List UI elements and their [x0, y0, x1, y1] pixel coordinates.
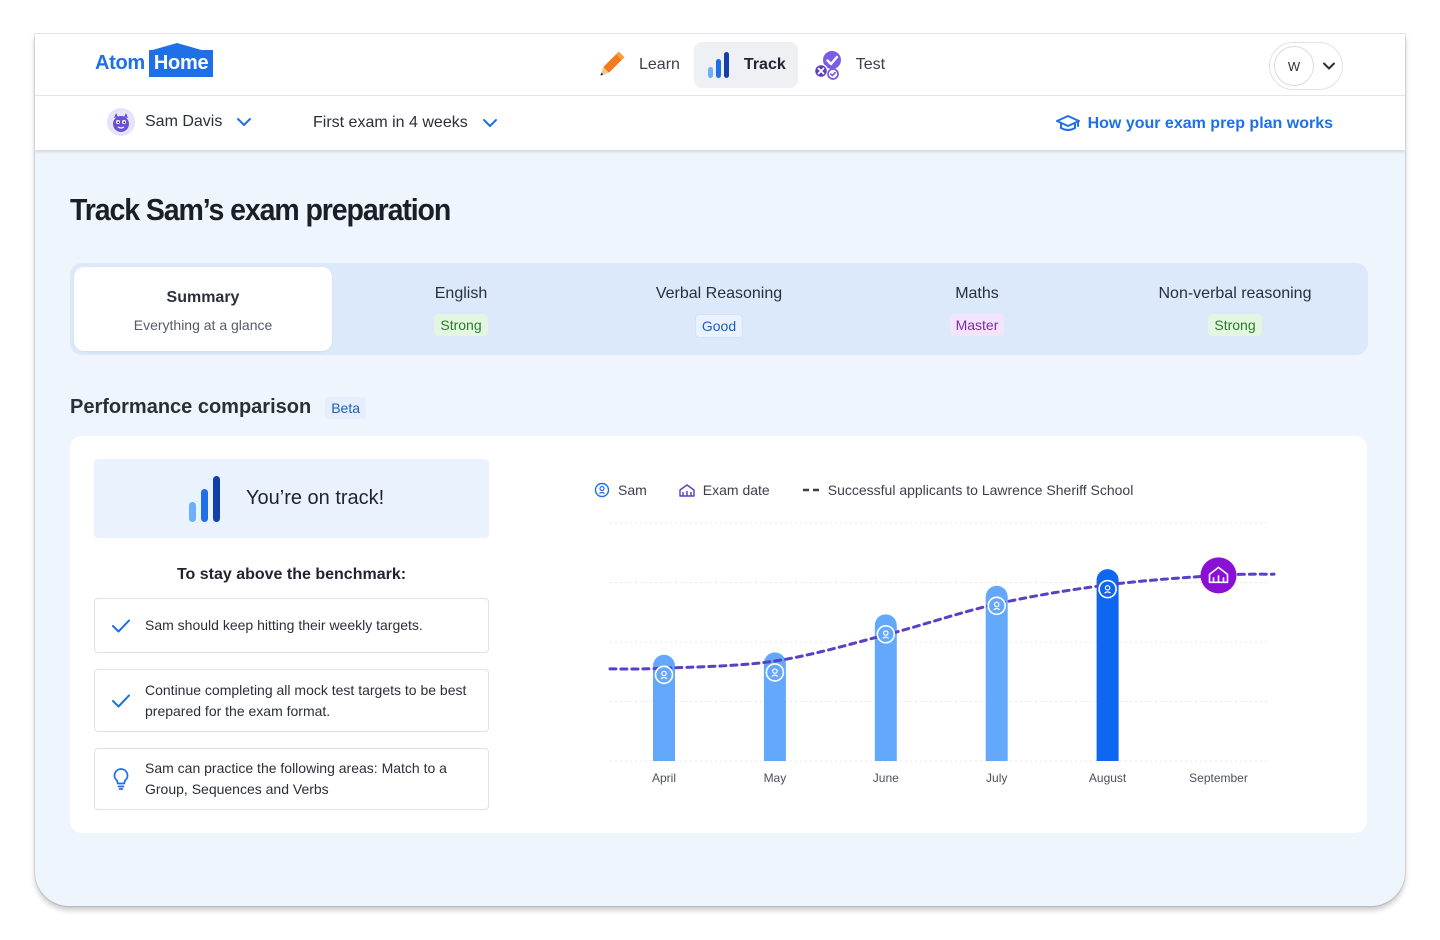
performance-section-header: Performance comparison Beta: [70, 396, 367, 419]
nav-track-label: Track: [743, 56, 786, 73]
tab-summary[interactable]: Summary Everything at a glance: [74, 267, 332, 351]
legend-sam-label: Sam: [618, 482, 647, 498]
tab-non-verbal-reasoning[interactable]: Non-verbal reasoning Strong: [1106, 267, 1364, 351]
bar-august: [1096, 569, 1119, 761]
tab-english[interactable]: English Strong: [332, 267, 590, 351]
subject-tabs: Summary Everything at a glance English S…: [70, 263, 1368, 355]
child-selector[interactable]: Sam Davis: [107, 108, 252, 136]
benchmark-line: [608, 572, 1276, 671]
x-tick-label: May: [764, 771, 787, 785]
performance-section-title: Performance comparison: [70, 396, 312, 418]
benchmark-tip-text: Sam should keep hitting their weekly tar…: [145, 617, 423, 633]
x-tick-label: August: [1089, 771, 1127, 785]
tab-maths[interactable]: Maths Master: [848, 267, 1106, 351]
exam-timeframe-label: First exam in 4 weeks: [313, 114, 468, 131]
tab-summary-title: Summary: [166, 289, 240, 306]
bar-chart-icon: [189, 475, 220, 522]
sam-marker-august: [1098, 579, 1117, 599]
school-icon: [679, 484, 695, 497]
exam-timeframe-selector[interactable]: First exam in 4 weeks: [313, 114, 498, 132]
benchmark-tip-text: Continue completing all mock test target…: [145, 681, 467, 719]
tab-verbal-reasoning-badge: Good: [694, 314, 744, 338]
x-tick-label: June: [873, 771, 899, 785]
sam-marker-april: [654, 665, 674, 685]
x-tick-label: September: [1189, 771, 1248, 785]
sub-header-bar: Sam Davis First exam in 4 weeks How your…: [35, 96, 1405, 150]
legend-exam-label: Exam date: [702, 482, 770, 498]
benchmark-tip-text: Sam can practice the following areas: Ma…: [145, 760, 447, 797]
pencil-icon: [600, 51, 625, 76]
check-icon: [111, 693, 131, 709]
legend-benchmark: Successful applicants to Lawrence Sherif…: [802, 482, 1134, 498]
nav-test-label: Test: [855, 56, 886, 73]
top-navigation-bar: Atom Home Learn: [35, 34, 1405, 96]
bar-chart-icon: [707, 52, 729, 78]
beta-badge: Beta: [325, 396, 367, 419]
atom-home-logo[interactable]: Atom Home: [95, 43, 214, 77]
chevron-down-icon: [1323, 62, 1335, 70]
check-icon: [111, 618, 131, 634]
person-pin-icon: [594, 482, 610, 498]
dashed-line-swatch: [802, 488, 819, 492]
logo-atom-text: Atom: [95, 52, 145, 74]
bar-july: [985, 585, 1008, 761]
tab-english-badge: Strong: [434, 314, 488, 336]
exam-plan-info-link[interactable]: How your exam prep plan works: [1055, 114, 1333, 134]
child-avatar: [107, 108, 135, 136]
exam-plan-info-label: How your exam prep plan works: [1087, 115, 1333, 132]
monster-avatar-icon: [109, 110, 133, 134]
lightbulb-icon: [111, 767, 131, 791]
app-window: Atom Home Learn: [35, 34, 1405, 906]
test-check-icon: [813, 51, 841, 80]
chart-legend: Sam Exam date Successful applicants to L…: [594, 482, 1165, 498]
tab-maths-title: Maths: [955, 285, 999, 302]
user-account-menu[interactable]: W: [1269, 42, 1343, 90]
child-name: Sam Davis: [145, 113, 223, 130]
exam-date-marker: [1200, 557, 1237, 594]
chevron-down-icon: [482, 119, 497, 127]
logo-home-text: Home: [148, 43, 214, 77]
graduation-cap-icon: [1055, 115, 1080, 131]
tab-summary-subtitle: Everything at a glance: [133, 317, 273, 333]
tab-english-title: English: [434, 285, 488, 302]
performance-chart: April May June July August September: [608, 522, 1276, 785]
x-tick-label: April: [652, 771, 676, 785]
on-track-status: You’re on track!: [246, 487, 385, 509]
legend-sam: Sam: [594, 482, 647, 498]
page-title: Track Sam’s exam preparation: [70, 192, 451, 227]
chevron-down-icon: [237, 118, 252, 126]
legend-exam-date: Exam date: [679, 482, 770, 498]
tab-verbal-reasoning[interactable]: Verbal Reasoning Good: [590, 267, 848, 351]
nav-learn[interactable]: Learn: [583, 42, 692, 88]
benchmark-tip: Sam should keep hitting their weekly tar…: [94, 598, 489, 653]
tab-non-verbal-reasoning-title: Non-verbal reasoning: [1158, 285, 1312, 302]
bar-june: [874, 614, 897, 761]
legend-benchmark-label: Successful applicants to Lawrence Sherif…: [827, 482, 1134, 498]
tab-maths-badge: Master: [949, 314, 1005, 336]
main-nav: Learn Track Test: [583, 42, 899, 88]
user-avatar: W: [1274, 46, 1314, 86]
benchmark-title: To stay above the benchmark:: [176, 566, 407, 583]
sam-marker-june: [876, 625, 896, 644]
on-track-banner: You’re on track!: [94, 459, 489, 538]
performance-card: You’re on track! To stay above the bench…: [70, 436, 1367, 833]
sam-marker-july: [987, 596, 1007, 616]
x-tick-label: July: [986, 771, 1007, 785]
nav-learn-label: Learn: [639, 56, 680, 73]
benchmark-tip: Continue completing all mock test target…: [94, 669, 489, 732]
nav-test[interactable]: Test: [800, 42, 897, 88]
tab-non-verbal-reasoning-badge: Strong: [1208, 314, 1262, 336]
sam-marker-may: [765, 663, 785, 682]
tab-verbal-reasoning-title: Verbal Reasoning: [655, 285, 783, 302]
benchmark-tip: Sam can practice the following areas: Ma…: [94, 748, 489, 810]
nav-track[interactable]: Track: [693, 42, 798, 88]
